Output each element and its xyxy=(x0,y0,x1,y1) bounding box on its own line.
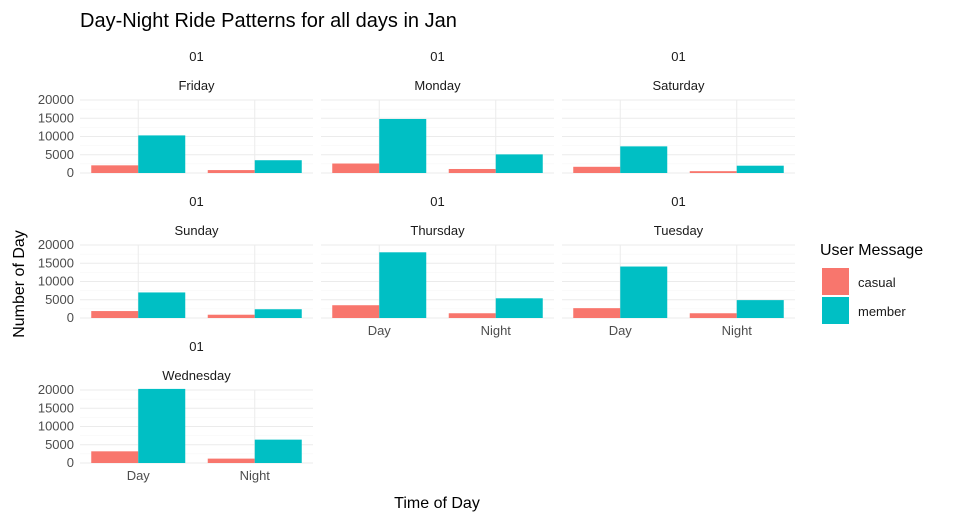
facet-weekday-label: Sunday xyxy=(174,223,219,238)
facet-panel: 01 Friday 0 5000 10000 15000 20000 xyxy=(38,49,313,180)
y-tick-label: 0 xyxy=(67,165,74,180)
x-tick-label: Day xyxy=(368,323,392,338)
bar-casual xyxy=(91,165,139,173)
facet-month-label: 01 xyxy=(189,339,203,354)
bar-casual xyxy=(448,313,496,318)
legend-label-casual: casual xyxy=(858,275,896,290)
facet-panel: 01 Saturday xyxy=(562,49,795,174)
y-tick-label: 20000 xyxy=(38,237,74,252)
bar-casual xyxy=(689,171,737,173)
y-tick-label: 5000 xyxy=(45,437,74,452)
bar-casual xyxy=(207,170,255,173)
y-tick-label: 10000 xyxy=(38,129,74,144)
facet-panel: 01 Sunday 0 5000 10000 15000 20000 xyxy=(38,194,313,325)
bar-casual xyxy=(332,305,380,318)
facet-weekday-label: Thursday xyxy=(410,223,465,238)
facet-weekday-label: Tuesday xyxy=(654,223,704,238)
bar-member xyxy=(254,439,302,463)
facet-month-label: 01 xyxy=(189,49,203,64)
facet-month-label: 01 xyxy=(430,49,444,64)
y-tick-label: 15000 xyxy=(38,255,74,270)
y-tick-label: 10000 xyxy=(38,274,74,289)
facet-panel: 01 Wednesday 0 5000 10000 15000 20000 Day Night xyxy=(38,339,313,483)
legend-label-member: member xyxy=(858,304,906,319)
x-tick-label: Night xyxy=(481,323,512,338)
facet-weekday-label: Monday xyxy=(414,78,461,93)
bar-member xyxy=(736,300,784,318)
facet-weekday-label: Friday xyxy=(178,78,215,93)
facet-weekday-label: Saturday xyxy=(652,78,705,93)
y-tick-label: 15000 xyxy=(38,400,74,415)
bar-member xyxy=(254,160,302,173)
bar-casual xyxy=(448,168,496,173)
facet-month-label: 01 xyxy=(430,194,444,209)
bar-casual xyxy=(689,313,737,318)
x-tick-label: Night xyxy=(240,468,271,483)
x-axis-title: Time of Day xyxy=(394,495,480,512)
facet-weekday-label: Wednesday xyxy=(162,368,231,383)
bar-member xyxy=(254,309,302,318)
bar-member xyxy=(495,154,543,173)
legend-key-member xyxy=(822,297,849,324)
y-tick-label: 5000 xyxy=(45,147,74,162)
facet-panels: 01 Friday 0 5000 10000 15000 20000 01 Monday 01 Sa… xyxy=(38,49,795,483)
facet-panel: 01 Tuesday Day Night xyxy=(562,194,795,338)
y-tick-label: 20000 xyxy=(38,92,74,107)
facet-month-label: 01 xyxy=(671,194,685,209)
x-tick-label: Night xyxy=(722,323,753,338)
y-tick-label: 5000 xyxy=(45,292,74,307)
bar-member xyxy=(620,146,668,173)
bar-member xyxy=(138,135,186,173)
bar-member xyxy=(379,118,427,173)
bar-member xyxy=(138,292,186,318)
x-tick-label: Day xyxy=(609,323,633,338)
facet-panel: 01 Monday xyxy=(321,49,554,174)
y-tick-label: 15000 xyxy=(38,110,74,125)
x-tick-label: Day xyxy=(127,468,151,483)
bar-member xyxy=(736,165,784,173)
y-tick-label: 0 xyxy=(67,455,74,470)
facet-month-label: 01 xyxy=(671,49,685,64)
y-tick-label: 0 xyxy=(67,310,74,325)
bar-casual xyxy=(91,451,139,463)
bar-member xyxy=(138,388,186,463)
bar-casual xyxy=(207,314,255,318)
legend: User Message casual member xyxy=(820,242,923,324)
bar-member xyxy=(379,252,427,318)
bar-member xyxy=(620,266,668,318)
bar-casual xyxy=(332,163,380,173)
y-tick-label: 20000 xyxy=(38,382,74,397)
legend-title: User Message xyxy=(820,242,923,259)
bar-casual xyxy=(573,308,621,318)
bar-member xyxy=(495,298,543,318)
y-axis-title: Number of Day xyxy=(11,230,28,338)
y-tick-label: 10000 xyxy=(38,419,74,434)
bar-casual xyxy=(207,458,255,463)
facet-month-label: 01 xyxy=(189,194,203,209)
bar-casual xyxy=(91,311,139,318)
legend-key-casual xyxy=(822,268,849,295)
facet-panel: 01 Thursday Day Night xyxy=(321,194,554,338)
chart-title: Day-Night Ride Patterns for all days in … xyxy=(80,10,457,32)
bar-casual xyxy=(573,166,621,173)
